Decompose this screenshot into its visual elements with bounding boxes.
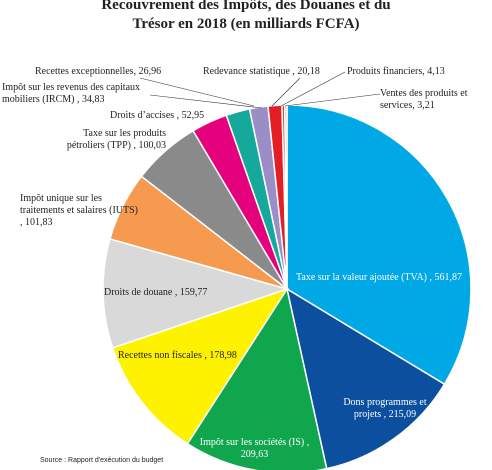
- pie-slice: [111, 287, 289, 445]
- slice-label: Dons programmes et projets , 215,09: [343, 397, 427, 420]
- slice-label: Recettes exceptionnelles, 26,96: [35, 66, 162, 77]
- pie-slice: [186, 287, 328, 470]
- pie-slice: [284, 104, 288, 290]
- source-note: Source : Rapport d'exécution du budget: [40, 457, 164, 464]
- chart-title: Recouvrement des Impôts, des Douanes et …: [101, 0, 391, 32]
- slice-label: Ventes des produits et services, 3,21: [380, 88, 468, 111]
- slice-label: Impôt unique sur les traitements et sala…: [20, 193, 139, 228]
- slice-label: Droits d’accises , 52,95: [110, 110, 205, 121]
- leader-line: [271, 77, 301, 107]
- slice-label: Impôt sur les sociétés (IS) , 209,63: [199, 437, 310, 460]
- slice-label: Taxe sur la valeur ajoutée (TVA) , 561,8…: [296, 272, 463, 283]
- leader-line: [280, 71, 346, 107]
- pie-slice: [285, 287, 446, 470]
- slice-label: Produits financiers, 4,13: [347, 66, 445, 77]
- pie-slice: [102, 237, 290, 349]
- leader-line: [149, 94, 263, 109]
- slice-label: Redevance statistique , 20,18: [203, 66, 320, 77]
- slice-label: Recettes non fiscales , 178,98: [118, 350, 237, 361]
- leader-line: [139, 77, 255, 107]
- slice-label: Droits de douane , 159,77: [104, 287, 208, 298]
- pie-slice: [286, 104, 472, 386]
- leader-line: [284, 93, 381, 107]
- slice-label: Taxe sur les produits pétroliers (TPP) ,…: [66, 128, 166, 151]
- slice-label: Impôt sur les revenus des capitaux mobil…: [2, 82, 141, 105]
